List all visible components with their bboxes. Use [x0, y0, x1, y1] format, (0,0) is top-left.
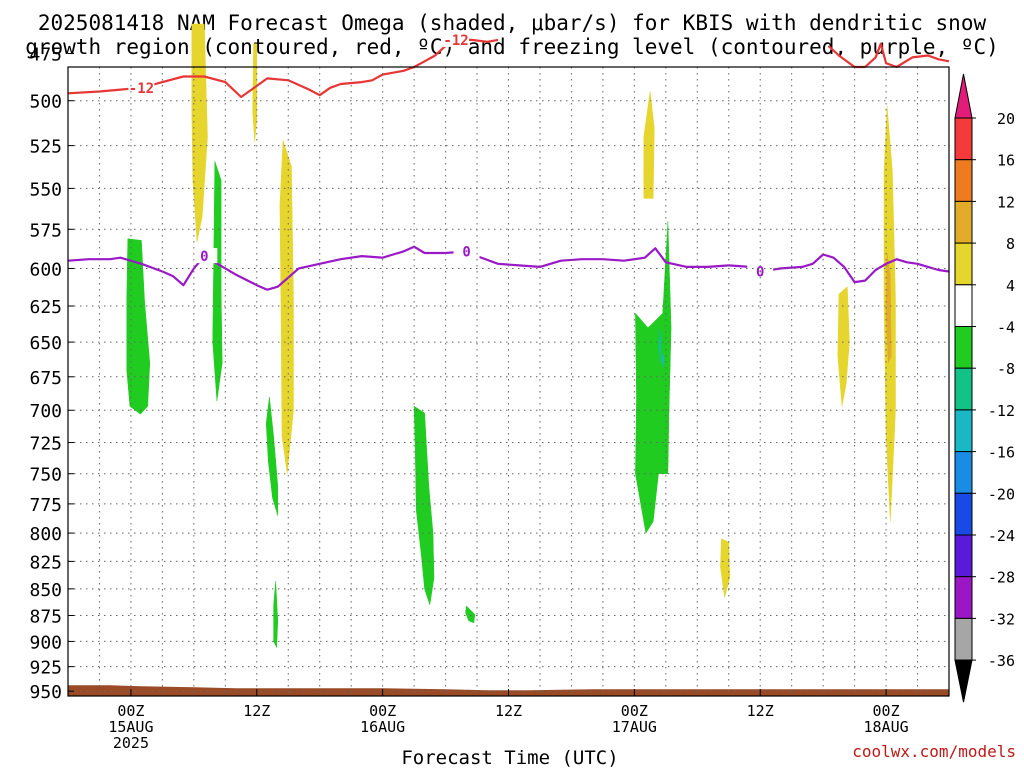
colorbar-label: -4	[997, 319, 1015, 337]
x-tick-label: 12Z	[243, 702, 270, 720]
y-tick-label: 675	[29, 368, 62, 389]
omega-region	[658, 327, 662, 364]
y-tick-label: 600	[29, 259, 62, 280]
y-tick-label: 800	[29, 524, 62, 545]
omega-region	[837, 286, 850, 407]
chart-title-line-1: 2025081418 NAM Forecast Omega (shaded, μ…	[37, 11, 987, 35]
colorbar-top-arrow	[954, 73, 973, 119]
omega-region	[279, 140, 294, 474]
contour-label: 0	[462, 244, 470, 260]
omega-region	[720, 538, 731, 598]
contours-layer: -12 -12 0 0 0	[67, 31, 950, 291]
colorbar-label: -32	[988, 610, 1015, 628]
y-tick-label: 925	[29, 658, 62, 679]
colorbar-label: 4	[1006, 277, 1015, 295]
colorbar-label: 8	[1006, 235, 1015, 253]
y-tick-label: 700	[29, 401, 62, 422]
omega-region	[212, 161, 223, 402]
colorbar-label: -36	[988, 652, 1015, 670]
y-tick-label: 575	[29, 220, 62, 241]
y-tick-label: 525	[29, 137, 62, 158]
y-tick-label: 650	[29, 333, 62, 354]
y-axis-ticks: 475 500 525 550 575 600 625 650 675 700 725 750 775 8…	[29, 45, 74, 703]
colorbar-label: -12	[988, 402, 1015, 420]
contour-label-bg	[128, 79, 155, 95]
contour-label: 0	[756, 265, 764, 281]
y-tick-label: 950	[29, 682, 62, 703]
x-tick-label: 12Z	[747, 702, 774, 720]
colorbar-bin	[954, 534, 973, 578]
chart-title-line-2: growth region (contoured, red, ºC) and f…	[25, 35, 999, 59]
contour-label-bg	[453, 243, 480, 259]
omega-region	[126, 238, 151, 415]
y-tick-label: 850	[29, 580, 62, 601]
colorbar-bin	[954, 326, 973, 369]
colorbar-label: -16	[988, 444, 1015, 462]
omega-region	[252, 43, 258, 143]
colorbar-bin	[954, 200, 973, 244]
colorbar-bin	[954, 284, 973, 327]
x-tick-label: 2025	[113, 734, 149, 752]
contour-line	[67, 38, 499, 99]
y-tick-label: 775	[29, 495, 62, 516]
contour-label: -12	[129, 81, 154, 97]
x-tick-label: 12Z	[495, 702, 522, 720]
colorbar-label: 20	[997, 110, 1015, 128]
colorbar-bottom-arrow	[954, 659, 973, 703]
colorbar-label: 12	[997, 193, 1015, 211]
colorbar-bin	[954, 159, 973, 202]
colorbar-bin	[954, 492, 973, 536]
x-tick-label: 00Z	[117, 702, 144, 720]
y-tick-label: 825	[29, 552, 62, 573]
y-tick-label: 550	[29, 179, 62, 200]
colorbar-label: -8	[997, 360, 1015, 378]
colorbar-bin	[954, 367, 973, 411]
omega-region	[273, 581, 279, 649]
colorbar-label: -24	[988, 527, 1015, 545]
contour-line	[827, 42, 950, 69]
x-axis-label: Forecast Time (UTC)	[401, 747, 618, 768]
y-tick-label: 875	[29, 607, 62, 628]
omega-region	[643, 91, 655, 199]
omega-region	[191, 23, 208, 243]
x-tick-label: 00Z	[873, 702, 900, 720]
omega-region	[413, 405, 435, 605]
x-tick-label: 17AUG	[612, 718, 657, 736]
y-tick-label: 475	[29, 45, 62, 66]
omega-region	[885, 252, 892, 364]
colorbar-bin	[954, 117, 973, 161]
y-tick-label: 625	[29, 297, 62, 318]
omega-region	[265, 396, 279, 516]
x-tick-label: 16AUG	[360, 718, 405, 736]
contour-label: 0	[200, 249, 208, 265]
y-tick-label: 500	[29, 92, 62, 113]
colorbar: 20 16 12 8 4 -4 -8 -12 -16 -20 -24 -28 -32 -36	[954, 73, 1015, 703]
regions-layer	[68, 23, 949, 696]
x-tick-label: 00Z	[621, 702, 648, 720]
omega-region	[465, 605, 476, 624]
y-tick-label: 750	[29, 465, 62, 486]
y-tick-label: 725	[29, 434, 62, 455]
omega-region	[635, 221, 672, 534]
colorbar-label: -20	[988, 485, 1015, 503]
contour-label: -12	[443, 33, 468, 49]
colorbar-bin	[954, 576, 973, 619]
colorbar-bin	[954, 617, 973, 661]
credit-text: coolwx.com/models	[852, 742, 1016, 761]
colorbar-label: 16	[997, 152, 1015, 170]
x-tick-label: 18AUG	[863, 718, 908, 736]
x-tick-label: 00Z	[369, 702, 396, 720]
colorbar-bin	[954, 409, 973, 453]
contour-label-bg	[443, 31, 470, 47]
omega-region	[661, 353, 664, 368]
contour-label-bg	[191, 248, 218, 264]
x-tick-label: 15AUG	[108, 718, 153, 736]
colorbar-label: -28	[988, 569, 1015, 587]
y-tick-label: 900	[29, 632, 62, 653]
colorbar-bin	[954, 242, 973, 286]
colorbar-bin	[954, 451, 973, 494]
